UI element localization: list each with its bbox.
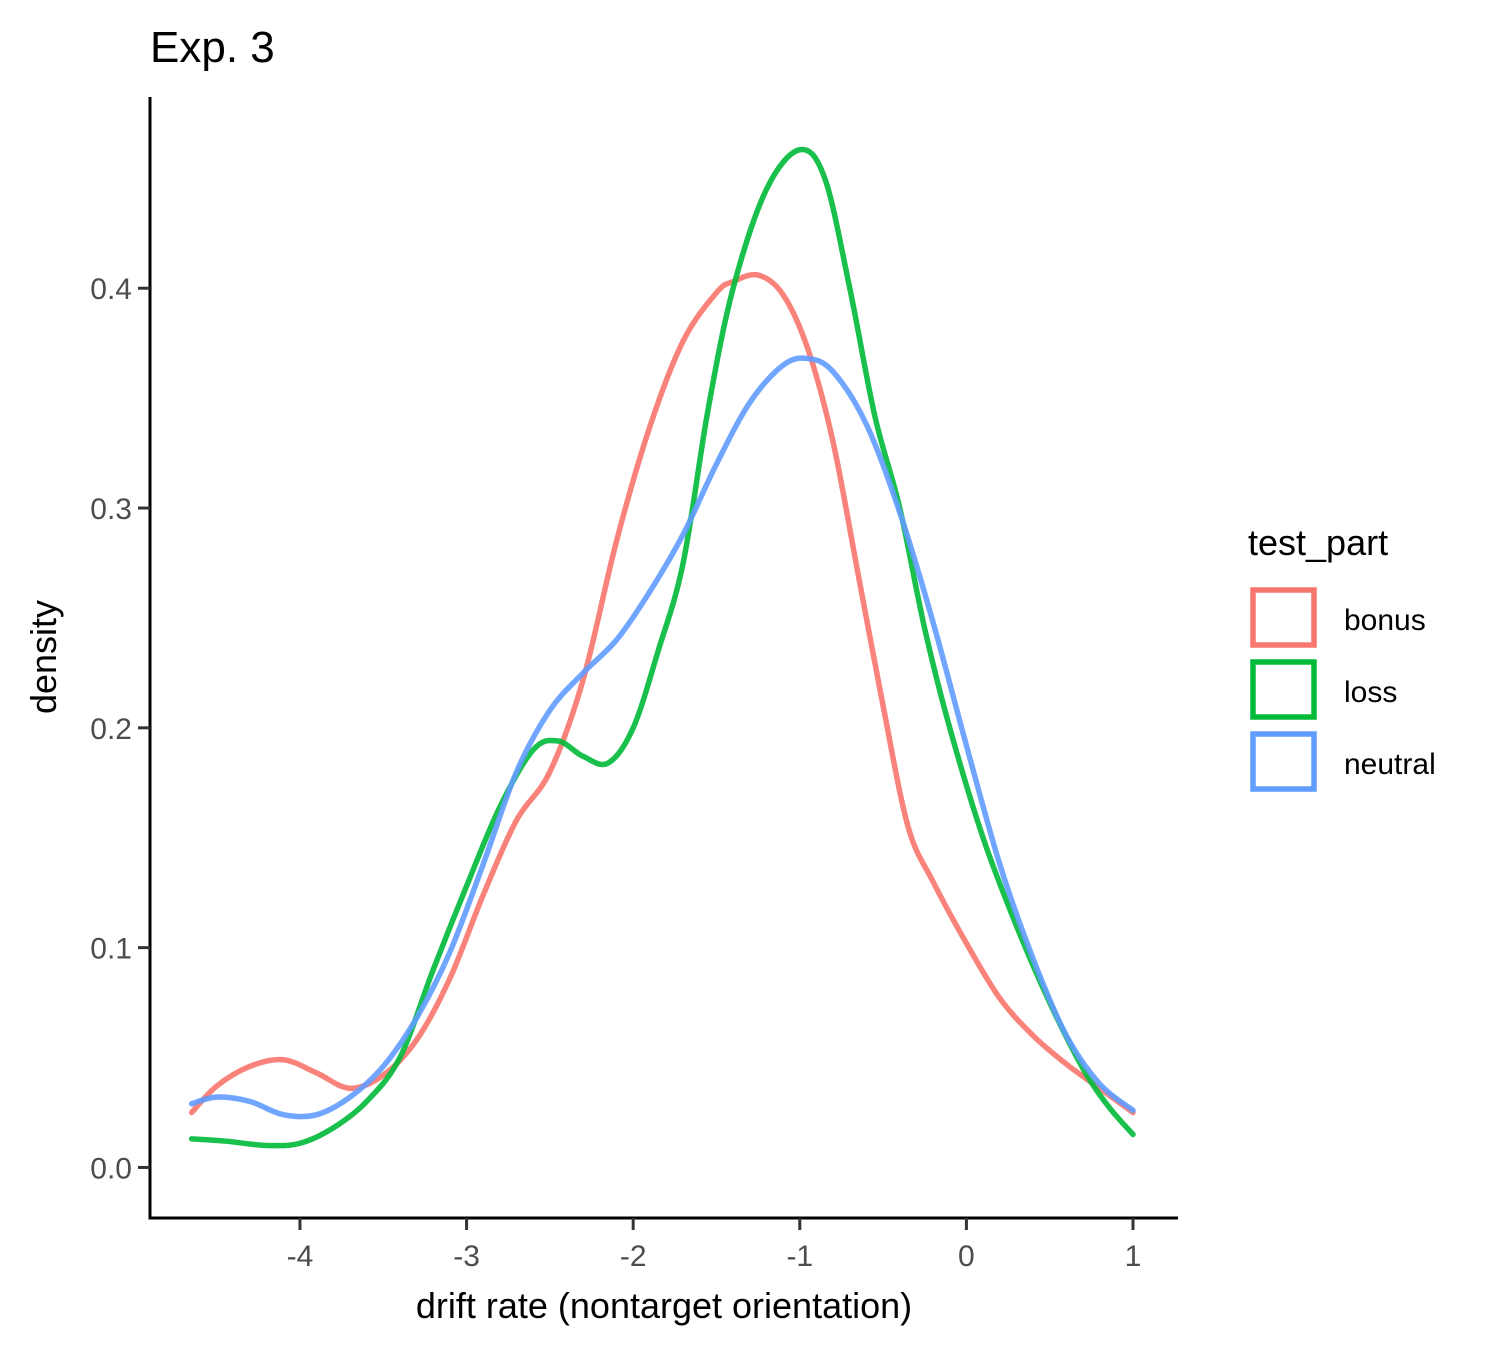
legend-label-loss: loss [1344,676,1397,709]
y-axis-ticks: 0.0 0.1 0.2 0.3 0.4 [90,273,150,1185]
legend-label-neutral: neutral [1344,748,1436,781]
y-tick-label: 0.4 [90,273,132,306]
y-axis-title: density [23,600,64,714]
x-tick-label: -3 [453,1240,480,1273]
series-line-loss [188,146,1136,1149]
x-axis-title: drift rate (nontarget orientation) [416,1285,912,1326]
x-tick-label: 1 [1125,1240,1142,1273]
y-tick-label: 0.2 [90,713,132,746]
x-tick-label: -4 [287,1240,314,1273]
legend-key-bonus [1250,587,1317,648]
y-tick-label: 0.3 [90,493,132,526]
legend-item-bonus: bonus [1250,587,1426,648]
x-tick-label: -1 [786,1240,813,1273]
y-tick-label: 0.1 [90,933,132,966]
legend-title: test_part [1248,522,1388,563]
legend-item-neutral: neutral [1250,731,1436,792]
series-line-bonus [188,271,1136,1116]
legend-items: bonus loss neutral [1250,587,1436,792]
plot-title: Exp. 3 [150,23,275,72]
legend-label-bonus: bonus [1344,604,1426,637]
y-tick-label: 0.0 [90,1152,132,1185]
legend-key-neutral [1250,731,1317,792]
legend: test_part bonus loss neutral [1248,522,1436,792]
legend-item-loss: loss [1250,659,1397,720]
legend-key-loss [1250,659,1317,720]
x-tick-label: -2 [620,1240,647,1273]
plot-area [188,146,1136,1149]
x-axis-ticks: -4 -3 -2 -1 0 1 [287,1218,1142,1273]
series-line-neutral [188,355,1136,1120]
x-tick-label: 0 [958,1240,975,1273]
